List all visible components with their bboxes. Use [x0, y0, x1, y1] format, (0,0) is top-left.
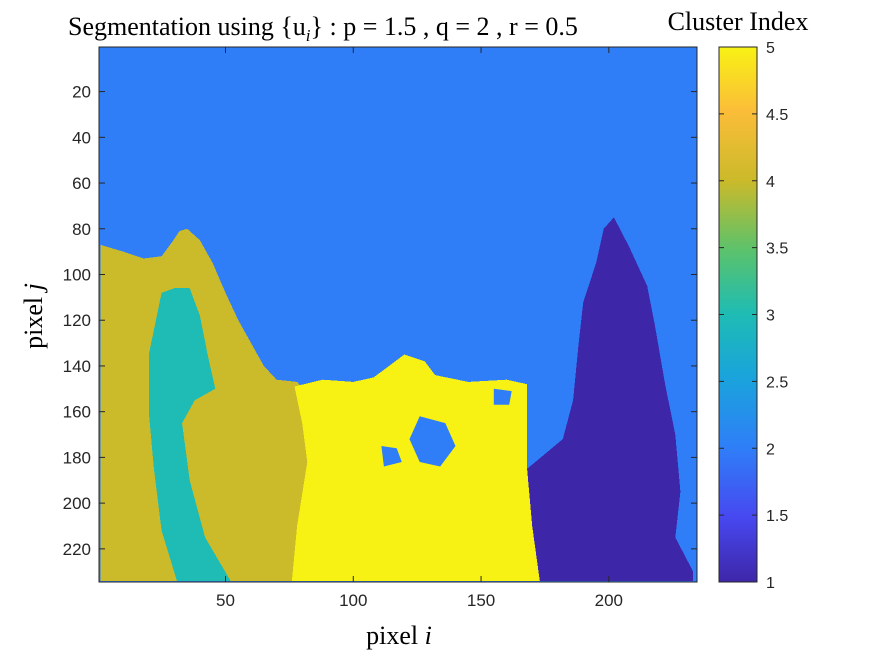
- cluster-5-region: [291, 354, 540, 581]
- chart-title-subscript: i: [306, 26, 311, 45]
- plot-frame: [98, 46, 698, 583]
- x-axis-label: pixel i: [366, 621, 432, 650]
- colorbar: [718, 46, 758, 583]
- cluster-2-patch: [381, 446, 402, 467]
- y-tick-label: 20: [72, 83, 91, 102]
- y-tick-label: 180: [63, 448, 91, 467]
- cluster-2-patch: [493, 388, 512, 405]
- y-tick-label: 160: [63, 403, 91, 422]
- colorbar-tick-label: 5: [766, 40, 775, 57]
- y-tick-label: 200: [63, 494, 91, 513]
- colorbar-tick-label: 3: [766, 308, 775, 325]
- y-tick-label: 140: [63, 357, 91, 376]
- cluster-1-region: [527, 217, 694, 581]
- colorbar-tick-label: 4: [766, 174, 775, 191]
- colorbar-tick-label: 2: [766, 441, 775, 458]
- heatmap-area: [99, 47, 697, 582]
- x-tick-label: 150: [467, 591, 495, 610]
- colorbar-tick-label: 2.5: [766, 374, 788, 391]
- y-tick-label: 80: [72, 220, 91, 239]
- chart-title: Segmentation using {ui} : p = 1.5 , q = …: [68, 12, 578, 45]
- chart-title-rest: } : p = 1.5 , q = 2 , r = 0.5: [311, 12, 578, 41]
- y-tick-label: 220: [63, 540, 91, 559]
- x-tick-label: 100: [339, 591, 367, 610]
- y-tick-label: 60: [72, 174, 91, 193]
- y-axis-label: pixel j: [19, 283, 48, 349]
- colorbar-tick-label: 4.5: [766, 107, 788, 124]
- cluster-3-region: [148, 288, 231, 581]
- y-tick-label: 40: [72, 128, 91, 147]
- x-axis: 50 100 150 200: [216, 47, 623, 610]
- colorbar-ticks: 1 1.5 2 2.5 3 3.5 4 4.5 5: [719, 40, 788, 592]
- colorbar-label: Cluster Index: [668, 7, 809, 36]
- y-tick-label: 120: [63, 311, 91, 330]
- y-tick-label: 100: [63, 265, 91, 284]
- colorbar-tick-label: 1.5: [766, 508, 788, 525]
- colorbar-tick-label: 3.5: [766, 241, 788, 258]
- x-tick-label: 50: [216, 591, 235, 610]
- cluster-4-region: [100, 228, 308, 581]
- y-axis-label-var: j: [19, 283, 48, 293]
- colorbar-tick-label: 1: [766, 575, 775, 592]
- cluster-2-patch: [409, 416, 456, 467]
- x-tick-label: 200: [595, 591, 623, 610]
- x-axis-label-var: i: [425, 621, 432, 650]
- y-axis: 20 40 60 80 100 120 140 160 180 200 220: [63, 83, 697, 559]
